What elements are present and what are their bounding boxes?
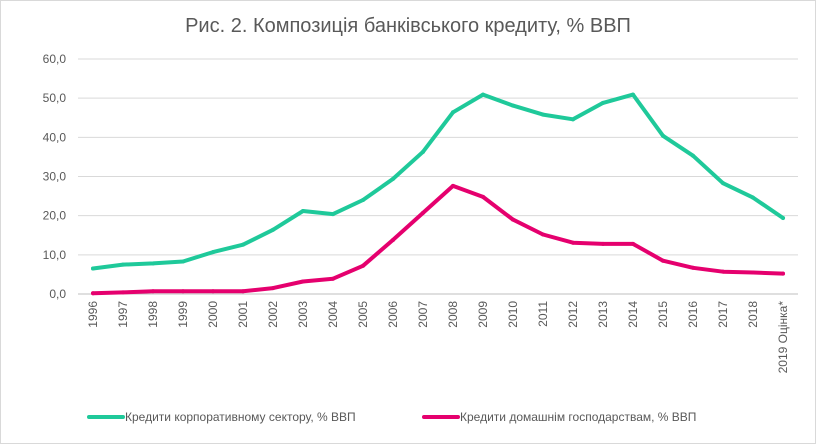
data-point [661, 258, 665, 263]
data-point [301, 279, 305, 284]
data-point [331, 276, 335, 281]
x-tick-label: 2002 [266, 301, 280, 328]
x-tick-label: 1999 [176, 301, 190, 328]
data-point [421, 210, 425, 215]
x-tick-label: 2016 [686, 301, 700, 328]
x-tick-label: 2012 [566, 301, 580, 328]
x-tick-label: 2010 [506, 301, 520, 328]
data-point [631, 92, 635, 97]
x-tick-label: 2019 Оцінка* [776, 301, 790, 374]
data-point [361, 198, 365, 202]
x-tick-label: 2005 [356, 301, 370, 328]
data-point [361, 263, 365, 268]
data-point [211, 289, 215, 294]
y-tick-label: 40,0 [43, 130, 67, 144]
data-point [481, 194, 485, 199]
data-point [601, 241, 605, 246]
data-point [121, 290, 125, 295]
x-tick-label: 2015 [656, 301, 670, 328]
data-point [511, 217, 515, 222]
data-point [91, 291, 95, 296]
x-tick-label: 2003 [296, 301, 310, 328]
x-tick-label: 2013 [596, 301, 610, 328]
data-point [331, 212, 335, 217]
x-tick-label: 2014 [626, 301, 640, 328]
x-tick-label: 2004 [326, 301, 340, 328]
x-tick-label: 2017 [716, 301, 730, 328]
data-point [121, 262, 125, 267]
x-tick-label: 1998 [146, 301, 160, 328]
data-point [151, 289, 155, 294]
data-point [421, 149, 425, 154]
data-point [721, 181, 725, 186]
y-tick-label: 20,0 [43, 209, 67, 223]
data-point [151, 261, 155, 266]
data-point [181, 259, 185, 264]
data-point [541, 232, 545, 237]
y-tick-label: 30,0 [43, 170, 67, 184]
data-point [451, 183, 455, 188]
data-point [721, 269, 725, 274]
data-point [181, 289, 185, 294]
data-point [751, 195, 755, 200]
data-point [571, 117, 575, 122]
series-line-2 [91, 183, 785, 296]
data-point [391, 176, 395, 181]
data-point [601, 100, 605, 105]
legend-label: Кредити домашнім господарствам, % ВВП [460, 410, 696, 424]
data-point [271, 227, 275, 232]
data-point [691, 265, 695, 270]
data-point [211, 250, 215, 255]
data-point [571, 240, 575, 245]
y-tick-label: 50,0 [43, 91, 67, 105]
data-point [301, 208, 305, 213]
x-tick-label: 2008 [446, 301, 460, 328]
data-point [241, 289, 245, 294]
x-tick-label: 2007 [416, 301, 430, 328]
x-tick-label: 1996 [86, 301, 100, 328]
legend-label: Кредити корпоративному сектору, % ВВП [125, 410, 356, 424]
y-tick-label: 60,0 [43, 52, 67, 66]
series-line-1 [91, 92, 785, 271]
x-tick-label: 2009 [476, 301, 490, 328]
data-point [541, 112, 545, 117]
x-tick-label: 2011 [536, 301, 550, 327]
data-point [241, 242, 245, 247]
data-point [391, 237, 395, 242]
data-point [511, 103, 515, 108]
x-tick-label: 2001 [236, 301, 250, 328]
data-point [481, 92, 485, 97]
chart-title: Рис. 2. Композиція банківського кредиту,… [185, 15, 631, 37]
data-point [451, 110, 455, 115]
data-point [691, 153, 695, 158]
y-tick-label: 10,0 [43, 248, 67, 262]
x-tick-label: 2006 [386, 301, 400, 328]
data-point [271, 286, 275, 291]
data-point [751, 270, 755, 275]
data-point [91, 266, 95, 271]
data-point [781, 271, 785, 276]
x-tick-label: 2000 [206, 301, 220, 328]
x-tick-label: 2018 [746, 301, 760, 328]
y-tick-label: 0,0 [49, 287, 66, 301]
x-tick-label: 1997 [116, 301, 130, 328]
data-point [631, 241, 635, 246]
data-point [781, 216, 785, 221]
data-point [661, 133, 665, 138]
